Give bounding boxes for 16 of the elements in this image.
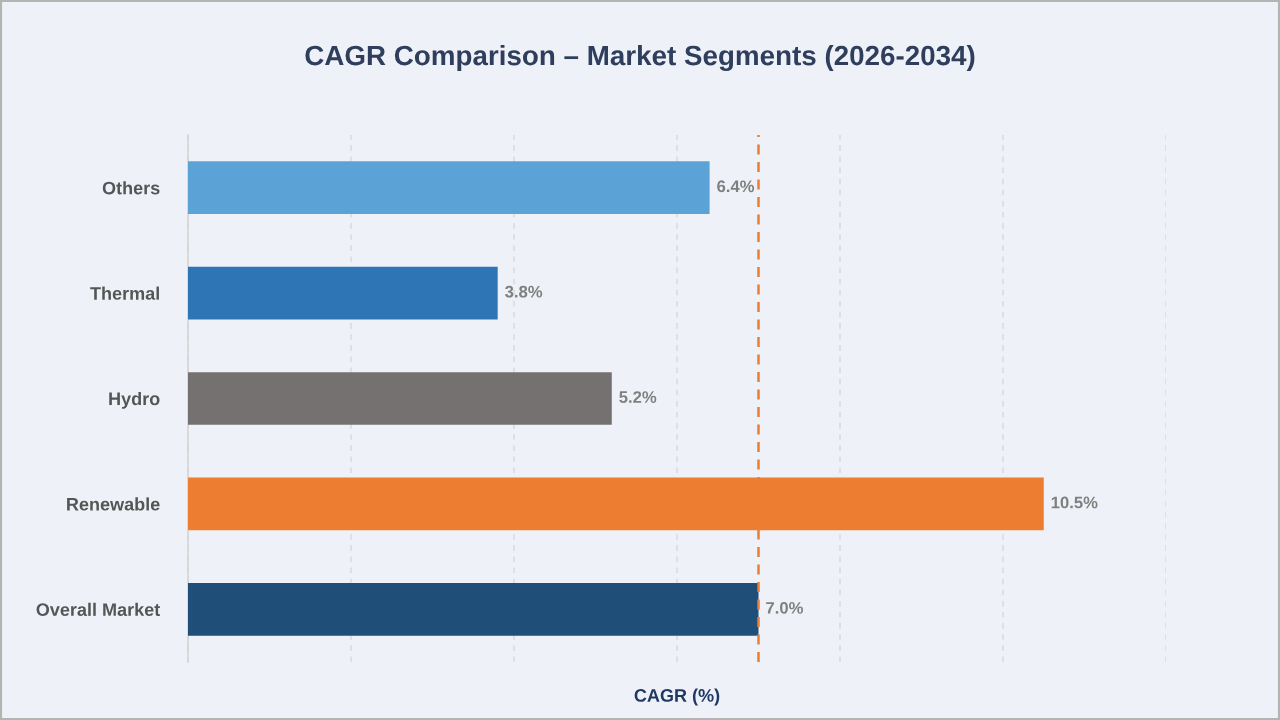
y-tick-label: Others <box>102 181 160 195</box>
data-label: 7.0% <box>766 601 803 614</box>
bar <box>188 582 759 636</box>
y-tick-label: Hydro <box>109 391 160 409</box>
data-label: 6.4% <box>717 180 755 193</box>
data-label: 5.2% <box>619 391 657 403</box>
x-axis-title: CAGR (%) <box>634 688 720 706</box>
y-tick-label: Renewable <box>67 497 160 511</box>
bar <box>188 161 710 215</box>
data-label: 3.8% <box>505 285 543 298</box>
bar <box>188 372 612 425</box>
y-tick-label: Overall Market <box>36 602 161 617</box>
y-tick-label: Thermal <box>90 286 159 300</box>
chart-title: CAGR Comparison – Market Segments (2026-2034) <box>305 44 975 72</box>
bar <box>188 266 498 320</box>
data-label: 10.5% <box>1051 496 1098 509</box>
